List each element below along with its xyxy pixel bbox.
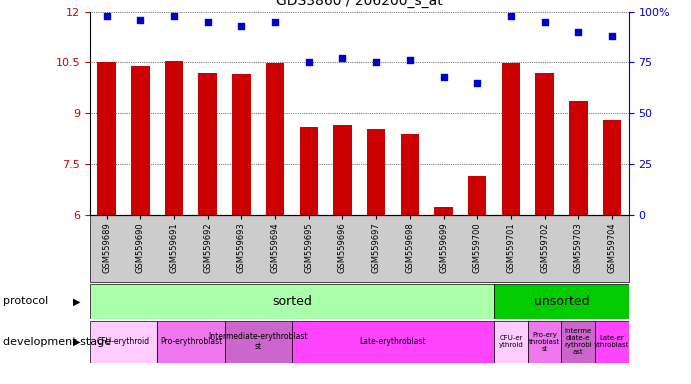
Title: GDS3860 / 206200_s_at: GDS3860 / 206200_s_at xyxy=(276,0,443,8)
Text: Interme
diate-e
rythrobl
ast: Interme diate-e rythrobl ast xyxy=(565,328,592,355)
Bar xyxy=(528,321,561,363)
Bar xyxy=(157,321,225,363)
Bar xyxy=(299,127,318,215)
Bar xyxy=(333,125,352,215)
Bar xyxy=(561,321,595,363)
Point xyxy=(472,79,483,86)
Bar xyxy=(164,61,183,215)
Point xyxy=(438,74,449,80)
Bar xyxy=(468,176,486,215)
Bar xyxy=(266,63,285,215)
Bar xyxy=(434,207,453,215)
Text: CFU-er
ythroid: CFU-er ythroid xyxy=(498,335,523,348)
Text: ▶: ▶ xyxy=(73,296,80,306)
Text: protocol: protocol xyxy=(3,296,48,306)
Point xyxy=(370,59,381,65)
Bar xyxy=(97,62,116,215)
Bar xyxy=(198,73,217,215)
Point xyxy=(505,13,516,19)
Bar xyxy=(131,66,150,215)
Bar xyxy=(367,129,386,215)
Text: ▶: ▶ xyxy=(73,337,80,347)
Bar xyxy=(232,74,251,215)
Point xyxy=(303,59,314,65)
Point xyxy=(236,23,247,29)
Bar xyxy=(494,284,629,319)
Point xyxy=(539,18,550,25)
Bar xyxy=(494,321,528,363)
Bar xyxy=(225,321,292,363)
Text: Pro-ery
throblast
st: Pro-ery throblast st xyxy=(529,332,560,352)
Point xyxy=(337,55,348,61)
Bar xyxy=(90,321,157,363)
Text: sorted: sorted xyxy=(272,295,312,308)
Text: Late-erythroblast: Late-erythroblast xyxy=(360,337,426,346)
Point xyxy=(202,18,214,25)
Bar xyxy=(90,284,494,319)
Point xyxy=(135,17,146,23)
Point xyxy=(101,13,112,19)
Text: Pro-erythroblast: Pro-erythroblast xyxy=(160,337,222,346)
Point xyxy=(169,13,180,19)
Bar xyxy=(603,120,621,215)
Bar xyxy=(401,134,419,215)
Text: CFU-erythroid: CFU-erythroid xyxy=(97,337,150,346)
Bar xyxy=(502,63,520,215)
Point xyxy=(404,57,415,63)
Bar xyxy=(569,101,587,215)
Text: unsorted: unsorted xyxy=(533,295,589,308)
Text: Intermediate-erythroblast
st: Intermediate-erythroblast st xyxy=(209,332,308,351)
Text: development stage: development stage xyxy=(3,337,111,347)
Text: Late-er
ythroblast: Late-er ythroblast xyxy=(594,335,630,348)
Point xyxy=(573,29,584,35)
Bar xyxy=(292,321,494,363)
Point xyxy=(269,18,281,25)
Bar xyxy=(536,73,554,215)
Point xyxy=(607,33,618,39)
Bar xyxy=(595,321,629,363)
